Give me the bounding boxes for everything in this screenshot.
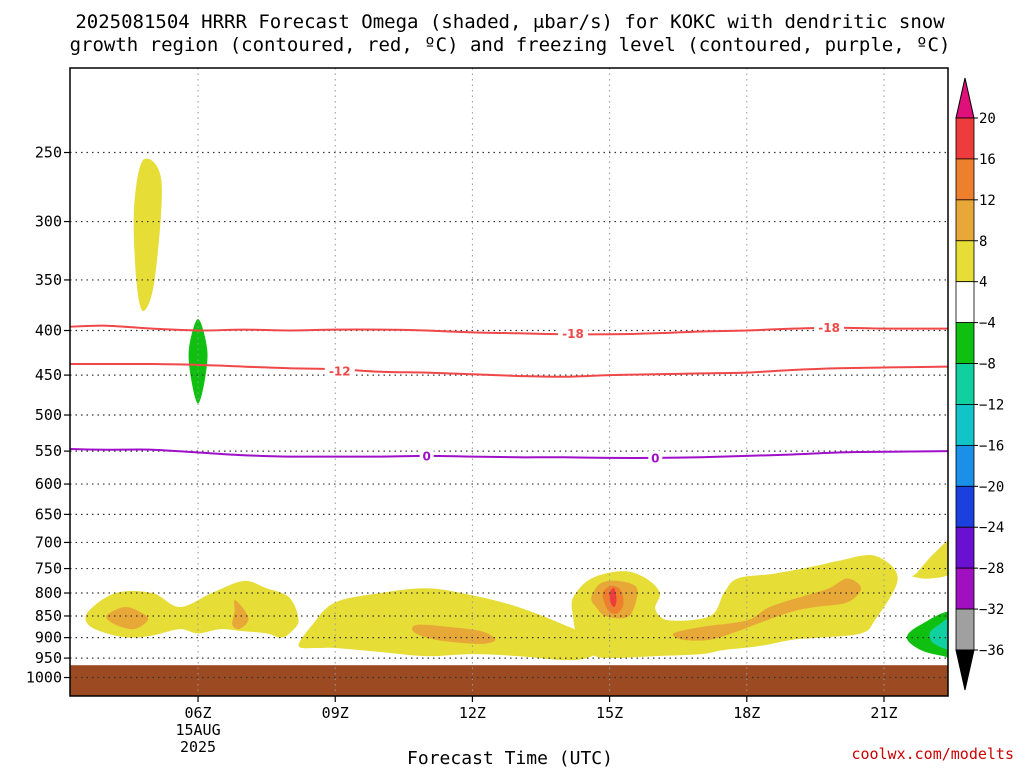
contour-label--12: -12: [329, 364, 351, 378]
contour-label-bg: [558, 326, 589, 341]
colorbar-segment-2: [955, 199, 975, 242]
omega-region-4-8-2: [298, 588, 602, 661]
credit-text: coolwx.com/modelts: [851, 745, 1014, 763]
x-axis-label: Forecast Time (UTC): [407, 748, 613, 768]
colorbar-segment-4: [955, 281, 975, 324]
x-tick-label-09Z: 09Z: [322, 704, 349, 722]
plot-area: -18 -18 -12 0 0: [69, 67, 949, 697]
colorbar-segment-1: [955, 158, 975, 201]
x-tick-label-18Z: 18Z: [733, 704, 760, 722]
chart-title: 2025081504 HRRR Forecast Omega (shaded, …: [70, 11, 951, 56]
x-tick-label-12Z: 12Z: [459, 704, 486, 722]
contour-label-0: 0: [423, 449, 431, 463]
contour-line--12: [70, 362, 948, 378]
colorbar-segment-11: [955, 567, 975, 610]
colorbar-segment-10: [955, 526, 975, 569]
contour-line--18: [70, 324, 948, 336]
contour-label-bg: [648, 450, 663, 465]
y-tick-label-350: 350: [35, 271, 62, 289]
y-tick-label-500: 500: [35, 406, 62, 424]
omega-region-4-8-3: [571, 554, 898, 659]
y-tick-label-900: 900: [35, 629, 62, 647]
y-tick-label-300: 300: [35, 213, 62, 231]
contour-label--18: -18: [562, 327, 584, 341]
y-tick-label-550: 550: [35, 442, 62, 460]
colorbar-label-6: −8: [979, 357, 996, 373]
colorbar-label-2: 12: [979, 193, 996, 209]
title-line-2: growth region (contoured, red, ºC) and f…: [70, 34, 951, 56]
plot-content: -18 -18 -12 0 0: [70, 68, 948, 696]
y-tick-label-600: 600: [35, 475, 62, 493]
y-tick-label-700: 700: [35, 533, 62, 551]
y-tick-label-650: 650: [35, 505, 62, 523]
colorbar-segment-9: [955, 485, 975, 528]
y-tick-label-400: 400: [35, 322, 62, 340]
colorbar-label-5: −4: [979, 316, 996, 332]
contour-label-bg: [419, 448, 434, 463]
colorbar-label-8: −16: [979, 438, 1004, 454]
omega-region-8-12-6: [232, 599, 249, 630]
x-tick-label-21Z: 21Z: [870, 704, 897, 722]
colorbar-label-13: −36: [979, 643, 1004, 659]
colorbar-segment-5: [955, 322, 975, 364]
contour-label-0: 0: [651, 451, 659, 465]
contour-label-bg: [814, 320, 845, 335]
colorbar-label-12: −32: [979, 602, 1004, 618]
colorbar-bottom-arrow: [955, 649, 975, 691]
y-tick-label-450: 450: [35, 366, 62, 384]
colorbar-label-11: −28: [979, 561, 1004, 577]
colorbar-label-4: 4: [979, 275, 987, 291]
x-tick-sublabel-15AUG: 15AUG: [175, 721, 220, 739]
colorbar-label-10: −24: [979, 520, 1004, 536]
y-tick-label-1000: 1000: [26, 669, 62, 687]
x-tick-sublabel-2025: 2025: [180, 738, 216, 756]
colorbar-segment-0: [955, 117, 975, 160]
x-tick-label-06Z: 06Z: [184, 704, 211, 722]
colorbar-label-7: −12: [979, 397, 1004, 413]
colorbar-segment-6: [955, 363, 975, 405]
colorbar: 20 16 12 8 4 −4 −8 −12 −16 −20 −24 −28 −32 −36: [955, 77, 1004, 691]
y-tick-label-800: 800: [35, 584, 62, 602]
colorbar-segment-12: [955, 608, 975, 651]
colorbar-label-9: −20: [979, 479, 1004, 495]
y-axis: 250 300 350 400 450 500 550 600 650 700 750 800 850 9…: [26, 144, 70, 687]
colorbar-label-3: 8: [979, 234, 987, 250]
colorbar-segment-8: [955, 444, 975, 487]
omega-region--8--4-13: [906, 611, 948, 659]
omega-region--12--8-14: [929, 618, 948, 650]
x-tick-label-15Z: 15Z: [596, 704, 623, 722]
y-tick-label-850: 850: [35, 607, 62, 625]
contour-label--18: -18: [818, 321, 840, 335]
surface-ground: [70, 665, 948, 696]
omega-region--8--4-12: [188, 319, 208, 404]
contour-line-0: [70, 448, 948, 459]
omega-region-8-12-9: [672, 578, 862, 641]
title-line-1: 2025081504 HRRR Forecast Omega (shaded, …: [75, 11, 945, 33]
colorbar-segment-7: [955, 404, 975, 446]
omega-region-8-12-5: [106, 606, 149, 630]
omega-region-4-8-0: [133, 158, 162, 312]
colorbar-segment-3: [955, 240, 975, 283]
omega-region-8-12-7: [412, 624, 496, 644]
y-tick-label-750: 750: [35, 560, 62, 578]
contour-label-bg: [324, 363, 355, 378]
y-tick-label-950: 950: [35, 649, 62, 667]
y-tick-label-250: 250: [35, 144, 62, 162]
colorbar-top-arrow: [955, 77, 975, 119]
plot-frame: [69, 67, 949, 697]
omega-region-4-8-4: [910, 540, 948, 579]
colorbar-label-1: 16: [979, 152, 996, 168]
colorbar-label-0: 20: [979, 111, 996, 127]
